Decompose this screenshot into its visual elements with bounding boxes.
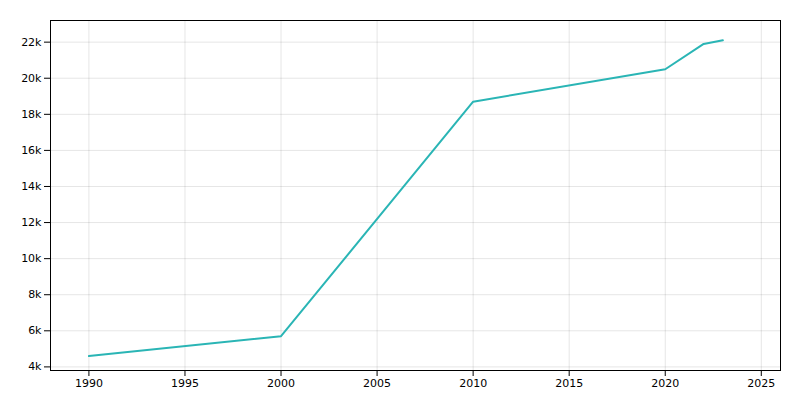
svg-text:18k: 18k [21,108,42,121]
svg-text:2000: 2000 [267,377,295,390]
svg-text:2005: 2005 [363,377,391,390]
svg-text:4k: 4k [28,360,42,373]
svg-text:2010: 2010 [459,377,487,390]
svg-text:2025: 2025 [747,377,775,390]
svg-text:16k: 16k [21,144,42,157]
svg-text:20k: 20k [21,72,42,85]
svg-text:2015: 2015 [555,377,583,390]
svg-text:22k: 22k [21,36,42,49]
svg-text:1990: 1990 [75,377,103,390]
svg-text:2020: 2020 [651,377,679,390]
svg-text:8k: 8k [28,288,42,301]
svg-text:1995: 1995 [171,377,199,390]
svg-text:6k: 6k [28,324,42,337]
svg-text:12k: 12k [21,216,42,229]
svg-text:10k: 10k [21,252,42,265]
svg-text:14k: 14k [21,180,42,193]
